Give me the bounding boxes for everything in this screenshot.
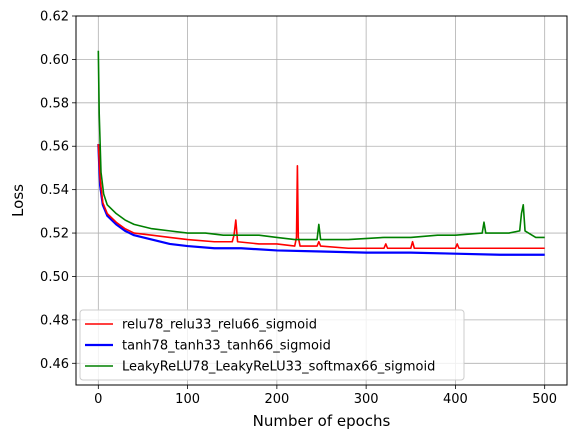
legend-label: tanh78_tanh33_tanh66_sigmoid (122, 339, 331, 354)
y-tick-label: 0.48 (40, 313, 69, 328)
y-tick-label: 0.54 (40, 183, 69, 198)
legend-label: LeakyReLU78_LeakyReLU33_softmax66_sigmoi… (122, 360, 435, 375)
y-tick-label: 0.52 (40, 227, 69, 242)
legend: relu78_relu33_relu66_sigmoid tanh78_tanh3… (79, 309, 465, 381)
legend-box (79, 309, 465, 381)
x-tick-label: 200 (264, 392, 289, 407)
plot-frame (75, 15, 568, 386)
y-tick-label: 0.60 (40, 53, 69, 68)
y-axis-label: Loss (9, 184, 27, 217)
x-tick-label: 0 (94, 392, 102, 407)
y-tick-label: 0.58 (40, 96, 69, 111)
legend-label: relu78_relu33_relu66_sigmoid (122, 318, 317, 333)
y-tick-label: 0.62 (40, 10, 69, 25)
x-tick-label: 300 (354, 392, 379, 407)
x-tick-label: 500 (532, 392, 557, 407)
series-line-leakyrelu78-leakyrelu33-softmax66-sigmoid (97, 50, 545, 241)
axis-ticks: 0 100 200 300 400 500 0.46 0.48 0.50 0.52 0.54 0.56… (40, 10, 557, 408)
series-lines (97, 50, 545, 256)
series-line-tanh78-tanh33-tanh66-sigmoid (97, 144, 545, 256)
series-line-relu78-relu33-relu66-sigmoid (97, 144, 545, 250)
x-tick-label: 100 (175, 392, 200, 407)
grid-lines (76, 15, 567, 385)
y-tick-label: 0.50 (40, 270, 69, 285)
x-tick-label: 400 (443, 392, 468, 407)
y-tick-label: 0.56 (40, 140, 69, 155)
y-tick-label: 0.46 (40, 357, 69, 372)
x-axis-label: Number of epochs (253, 412, 391, 430)
